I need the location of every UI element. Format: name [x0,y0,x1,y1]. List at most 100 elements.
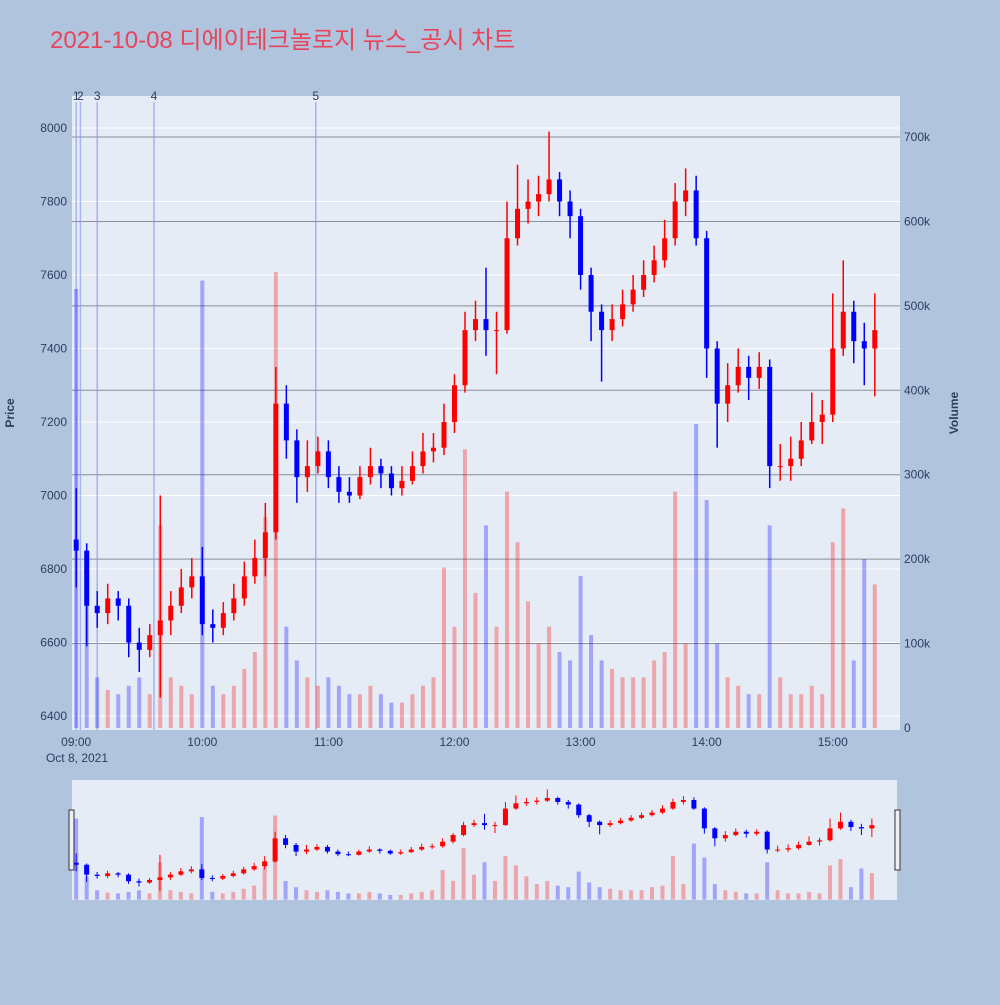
candle-body [84,550,90,606]
slider-volume-bar [377,893,382,900]
slider-body [283,838,289,845]
news-label: 4 [151,89,158,103]
slider-body [576,804,582,816]
slider-body [806,841,812,845]
slider-body [869,825,875,829]
news-label: 3 [94,89,101,103]
volume-bar [242,668,247,728]
volume-bar [767,525,772,728]
y-tick-label: 8000 [40,121,67,135]
x-date-label: Oct 8, 2021 [46,751,108,765]
slider-volume-bar [744,893,749,900]
x-tick-label: 09:00 [61,735,91,749]
candle-body [788,458,794,467]
candle-body [357,477,363,496]
volume-bar [263,516,268,728]
y2-tick-label: 300k [904,468,931,482]
volume-bar [168,677,173,728]
volume-bar [872,584,877,728]
slider-body [209,877,215,879]
slider-body [555,798,561,802]
candle-body [147,635,153,650]
candle-body [126,605,132,643]
candle-body [840,311,846,349]
slider-body [691,799,697,809]
slider-body [398,852,404,854]
slider-body [408,849,414,853]
volume-bar [326,677,331,728]
slider-volume-bar [681,884,686,900]
slider-volume-bar [220,893,225,900]
slider-volume-bar [398,894,403,900]
slider-volume-bar [430,890,435,900]
slider-volume-bar [513,865,518,900]
volume-bar [284,626,289,728]
candle-body [641,274,647,290]
candle-body [746,366,752,378]
slider-body [366,849,372,852]
slider-body [262,861,268,867]
candle-body [441,422,447,448]
candle-body [851,311,857,342]
slider-volume-bar [503,856,508,900]
range-handle[interactable] [894,809,901,871]
slider-volume-bar [472,874,477,900]
volume-bar [631,677,636,728]
candle-body [115,598,121,606]
slider-body [314,846,320,850]
volume-bar [620,677,625,728]
volume-bar [410,694,415,728]
slider-volume-bar [231,891,236,900]
y2-tick-label: 0 [904,721,911,735]
candle-body [546,179,552,195]
slider-body [513,803,519,809]
x-tick-label: 12:00 [439,735,469,749]
slider-volume-bar [597,887,602,900]
volume-bar [641,677,646,728]
slider-body [230,873,236,876]
y-tick-label: 7400 [40,341,67,355]
news-label: 2 [77,89,84,103]
slider-body [345,854,351,856]
volume-bar [557,651,562,728]
slider-volume-bar [838,859,843,900]
candle-body [525,201,531,209]
slider-body [251,866,257,870]
range-handle[interactable] [68,809,75,871]
volume-bar [95,677,100,728]
candle-body [651,260,657,275]
candle-body [178,587,184,606]
volume-bar [294,660,299,728]
volume-bar [820,694,825,728]
volume-bar [252,651,257,728]
slider-volume-bar [419,891,424,900]
candle-body [861,341,867,349]
slider-volume-bar [702,857,707,900]
slider-volume-bar [754,893,759,900]
slider-body [146,879,152,883]
slider-volume-bar [199,817,204,900]
volume-bar [515,542,520,728]
slider-body [105,873,111,876]
volume-bar [799,694,804,728]
candle-body [767,366,773,467]
slider-volume-bar [189,893,194,900]
x-tick-label: 14:00 [692,735,722,749]
slider-body [796,844,802,849]
volume-bar [673,491,678,728]
volume-bar [357,694,362,728]
candle-body [73,539,79,551]
slider-volume-bar [409,893,414,900]
slider-volume-bar [869,873,874,900]
slider-body [429,846,435,848]
candle-body [430,447,436,452]
volume-bar [462,449,467,728]
slider-volume-bar [283,880,288,900]
slider-body [502,808,508,826]
slider-volume-bar [796,893,801,900]
slider-body [670,801,676,809]
volume-bar [147,694,152,728]
candle-body [704,238,710,349]
slider-body [827,828,833,841]
